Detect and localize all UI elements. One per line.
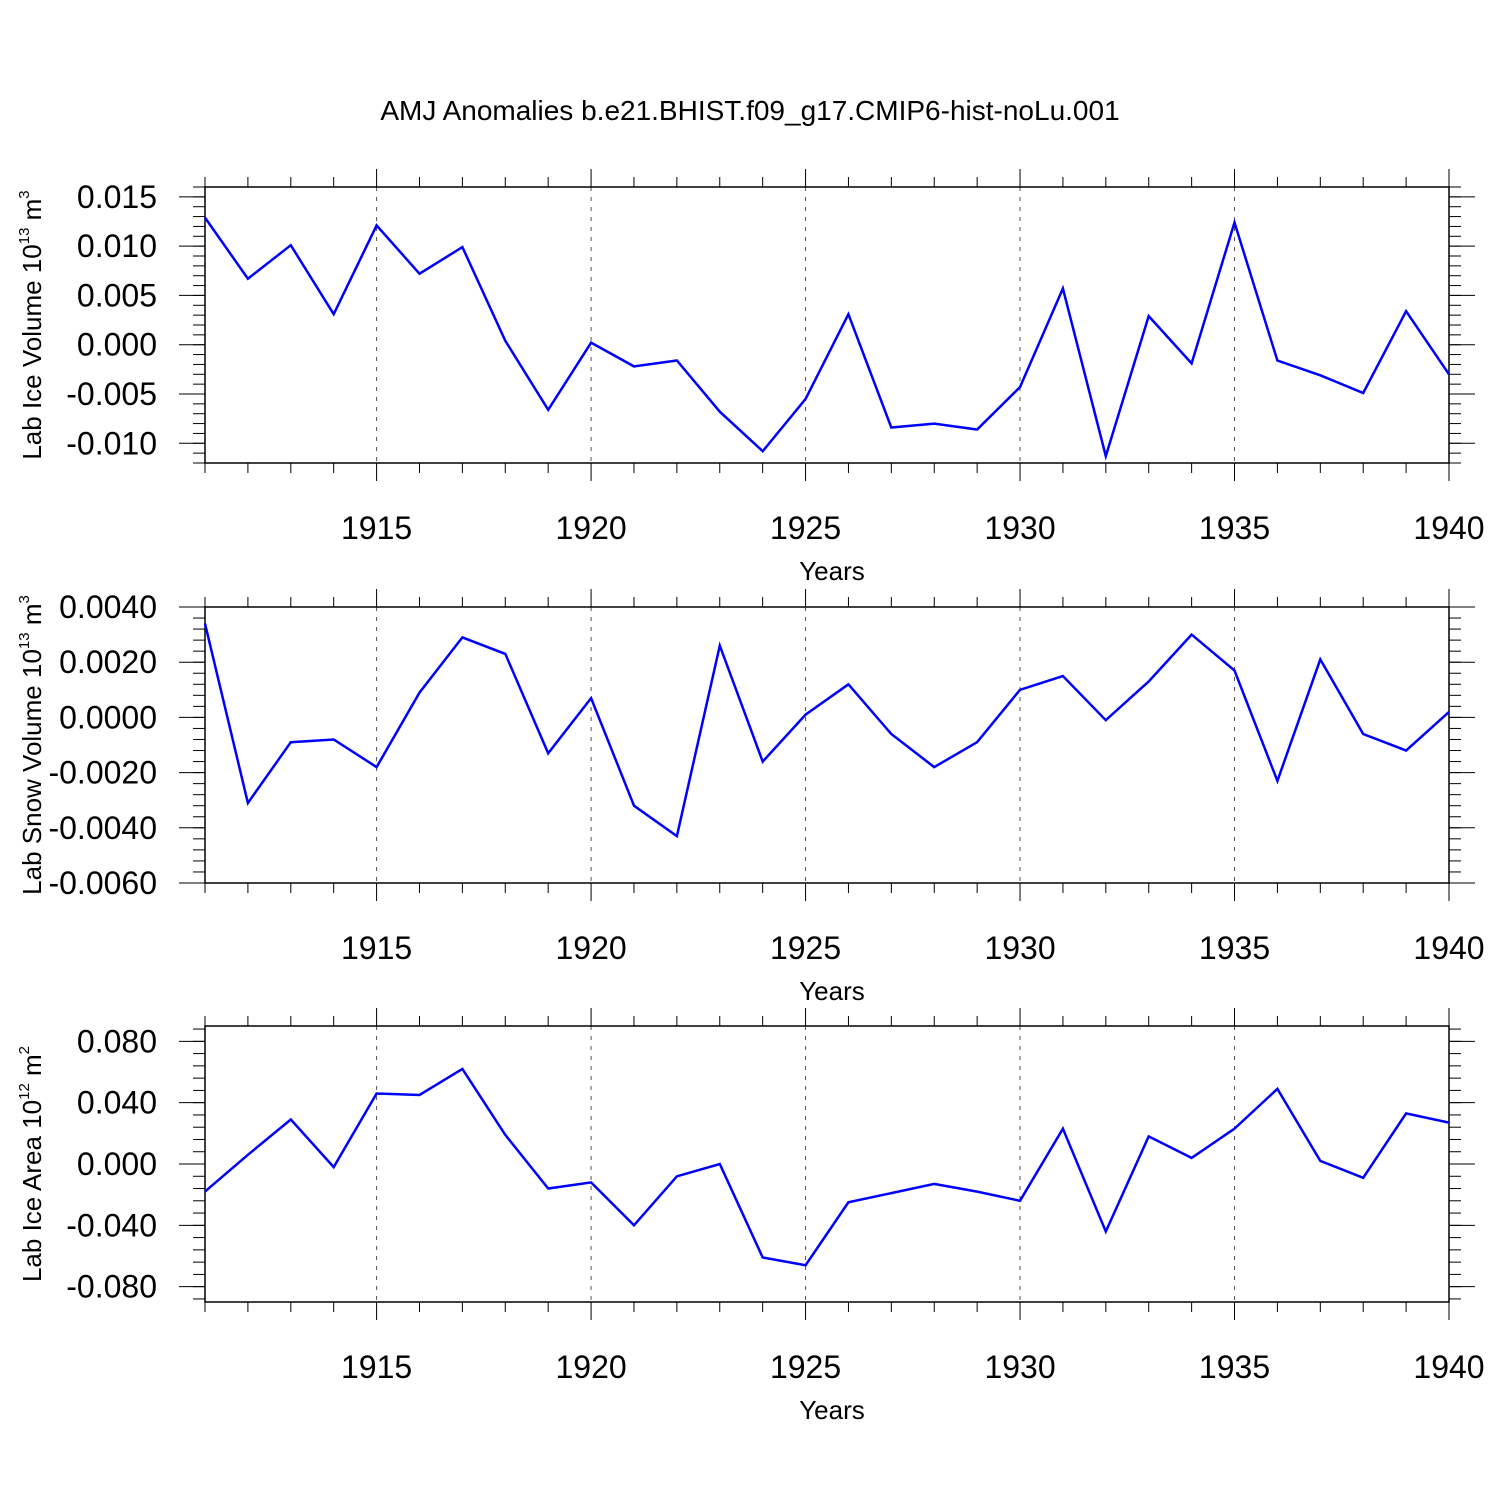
x-tick-label: 1920 — [555, 930, 626, 966]
y-tick-label: -0.080 — [66, 1269, 157, 1305]
x-tick-label: 1940 — [1413, 1349, 1484, 1385]
y-tick-label: -0.010 — [66, 425, 157, 461]
y-tick-label: 0.010 — [77, 228, 157, 264]
x-tick-label: 1930 — [984, 930, 1055, 966]
y-axis-title: Lab Snow Volume 1013 m3 — [16, 595, 47, 895]
x-axis-title: Years — [799, 556, 865, 586]
y-tick-label: -0.040 — [66, 1207, 157, 1243]
x-tick-label: 1915 — [341, 1349, 412, 1385]
x-tick-label: 1920 — [555, 1349, 626, 1385]
panel-ice-volume: 1915 1920 1925 1930 1935 1940 Years 0.015 0.010 0… — [16, 169, 1485, 586]
series-line — [204, 1067, 1450, 1267]
plot-frame — [204, 186, 1450, 464]
y-tick-label: -0.0040 — [48, 810, 157, 846]
y-axis-title: Lab Ice Area 1012 m2 — [16, 1046, 47, 1282]
x-tick-label: 1935 — [1199, 510, 1270, 546]
y-tick-label: 0.080 — [77, 1023, 157, 1059]
y-tick-label: -0.0020 — [48, 755, 157, 791]
x-tick-label: 1940 — [1413, 930, 1484, 966]
x-tick-label: 1925 — [770, 930, 841, 966]
x-tick-label: 1915 — [341, 510, 412, 546]
series-line — [203, 623, 1450, 839]
y-axis-title: Lab Ice Volume 1013 m3 — [16, 190, 47, 459]
chart-title: AMJ Anomalies b.e21.BHIST.f09_g17.CMIP6-… — [380, 95, 1120, 126]
panel-ice-area: 1915 1920 1925 1930 1935 1940 Years 0.080 0.040 0… — [16, 1008, 1485, 1425]
y-tick-label: 0.000 — [77, 1146, 157, 1182]
x-tick-label: 1935 — [1199, 1349, 1270, 1385]
y-tick-label: 0.000 — [77, 327, 157, 363]
x-tick-label: 1930 — [984, 1349, 1055, 1385]
x-axis-title: Years — [799, 1395, 865, 1425]
x-tick-label: 1935 — [1199, 930, 1270, 966]
y-tick-label: 0.0000 — [59, 699, 157, 735]
panel-snow-volume: 1915 1920 1925 1930 1935 1940 Years 0.0040 0.002… — [16, 589, 1485, 1006]
x-tick-label: 1925 — [770, 510, 841, 546]
y-tick-label: 0.0020 — [59, 644, 157, 680]
series-line — [203, 216, 1451, 461]
plot-frame — [204, 606, 1450, 884]
x-axis-title: Years — [799, 976, 865, 1006]
y-tick-label: 0.040 — [77, 1085, 157, 1121]
x-tick-label: 1915 — [341, 930, 412, 966]
y-tick-label: -0.005 — [66, 376, 157, 412]
plot-frame — [204, 1025, 1450, 1303]
y-tick-label: 0.005 — [77, 277, 157, 313]
x-tick-label: 1920 — [555, 510, 626, 546]
y-tick-label: 0.0040 — [59, 589, 157, 625]
x-tick-label: 1940 — [1413, 510, 1484, 546]
y-tick-label: 0.015 — [77, 179, 157, 215]
x-tick-label: 1930 — [984, 510, 1055, 546]
y-tick-label: -0.0060 — [48, 865, 157, 901]
x-tick-label: 1925 — [770, 1349, 841, 1385]
